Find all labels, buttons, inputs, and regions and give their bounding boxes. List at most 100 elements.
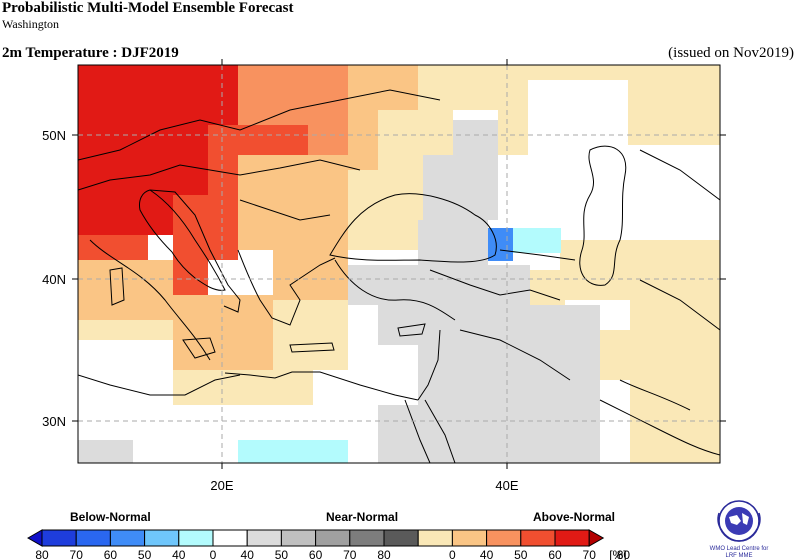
issued-date: (issued on Nov2019) xyxy=(668,45,794,61)
map-frame xyxy=(77,64,721,464)
colorbar-segment xyxy=(75,529,111,547)
lat-tick-40n: 40N xyxy=(42,272,66,287)
colorbar-segment xyxy=(554,529,590,547)
cell-near-40 xyxy=(423,155,498,220)
cell-above-70 xyxy=(78,235,148,260)
colorbar-tick-label: 40 xyxy=(241,548,255,560)
colorbar-segment xyxy=(417,529,453,547)
coastline-greece xyxy=(237,249,336,326)
colorbar-segment xyxy=(212,529,248,547)
colorbar-tick-label: 70 xyxy=(70,548,84,560)
cell-above-40 xyxy=(498,110,528,155)
cell-above-70 xyxy=(208,215,238,260)
cell-near-40 xyxy=(378,405,600,463)
colorbar-segment xyxy=(315,529,351,547)
colorbar-segment xyxy=(41,529,77,547)
cell-near-40 xyxy=(378,305,530,345)
colorbar-tick-label: 40 xyxy=(480,548,494,560)
colorbar-tick-label: 50 xyxy=(514,548,528,560)
cell-above-60 xyxy=(238,65,308,125)
wmo-logo: WMO Lead Centre for LRF MME xyxy=(710,500,768,559)
coastline-crete xyxy=(289,342,335,353)
coastline-black-sea xyxy=(329,193,497,263)
coastline-red-sea-west xyxy=(404,399,431,463)
cell-near-40 xyxy=(530,305,600,355)
coastline-italy xyxy=(139,189,226,291)
colorbar-tick-label: 0 xyxy=(449,548,456,560)
colorbar-arrow-left xyxy=(26,529,43,547)
cell-above-40 xyxy=(560,240,630,300)
colorbar-segment xyxy=(144,529,180,547)
legend-near-label: Near-Normal xyxy=(326,510,399,524)
colorbar-arrow-right xyxy=(588,529,605,547)
colorbar-tick-label: 0 xyxy=(210,548,217,560)
cell-above-40 xyxy=(173,370,313,405)
colorbar-tick-label: 70 xyxy=(583,548,597,560)
legend-above-label: Above-Normal xyxy=(533,510,616,524)
cell-above-40 xyxy=(600,330,630,380)
cell-above-40 xyxy=(348,170,423,250)
coastline-levant xyxy=(417,329,441,401)
colorbar: 80 70 60 50 40 0 40 50 60 70 80 0 40 50 60 70 80[%] xyxy=(26,529,631,560)
coastline-cyprus xyxy=(397,323,426,337)
cell-above-40 xyxy=(418,65,528,110)
cell-above-40 xyxy=(528,65,720,80)
coastline-sicily xyxy=(182,337,216,359)
cell-above-80 xyxy=(78,65,208,195)
colorbar-segment xyxy=(109,529,146,547)
variable-title: 2m Temperature : DJF2019 xyxy=(2,45,179,61)
border-iraq xyxy=(459,329,571,381)
colorbar-segment xyxy=(280,529,317,547)
cell-below-40 xyxy=(238,440,348,463)
colorbar-tick-label: 60 xyxy=(309,548,323,560)
cell-above-40 xyxy=(78,320,173,340)
cell-near-40 xyxy=(78,440,133,463)
title: Probabilistic Multi-Model Ensemble Forec… xyxy=(2,0,294,16)
lon-tick-40e: 40E xyxy=(495,478,518,493)
colorbar-tick-label: 40 xyxy=(172,548,186,560)
cell-below-60 xyxy=(488,228,513,261)
cell-above-40 xyxy=(530,270,565,310)
subtitle: Washington xyxy=(2,17,60,31)
colorbar-tick-label: 70 xyxy=(343,548,357,560)
border-caucasus xyxy=(499,249,576,261)
colorbar-segment xyxy=(451,529,488,547)
border-kazakhstan xyxy=(639,149,720,201)
colorbar-tick-label: 80 xyxy=(617,548,631,560)
colorbar-segment xyxy=(486,529,522,547)
cell-near-40 xyxy=(418,220,488,265)
cell-above-70 xyxy=(173,195,208,295)
cell-near-40 xyxy=(348,265,530,305)
colorbar-tick-label: 50 xyxy=(138,548,152,560)
cell-above-70 xyxy=(238,125,308,155)
coastline-north-africa xyxy=(78,374,241,396)
cell-above-60 xyxy=(308,65,348,155)
colorbar-segment xyxy=(520,529,556,547)
tick-marks xyxy=(72,59,726,469)
coastline-iran xyxy=(619,379,691,411)
colorbar-tick-label: 60 xyxy=(548,548,562,560)
cell-above-50 xyxy=(273,250,348,300)
legend-below-label: Below-Normal xyxy=(70,510,151,524)
cell-above-50 xyxy=(348,65,418,110)
border-balkans xyxy=(239,199,331,221)
colorbar-segment xyxy=(383,529,419,547)
coastline-caspian xyxy=(579,145,627,286)
colorbar-unit: [%] xyxy=(609,548,626,560)
border-alps-carpathians xyxy=(78,159,361,191)
wmo-emblem-icon xyxy=(717,500,761,542)
logo-line-2: LRF MME xyxy=(726,553,753,559)
colorbar-segment xyxy=(349,529,385,547)
cell-near-40 xyxy=(453,120,498,155)
cell-above-80 xyxy=(78,195,173,235)
cell-above-50 xyxy=(78,260,173,320)
border-turkey-syria xyxy=(429,269,561,301)
colorbar-tick-label: 80 xyxy=(35,548,49,560)
coastline-persian-gulf xyxy=(599,399,720,456)
lat-tick-30n: 30N xyxy=(42,414,66,429)
coastline-red-sea-east xyxy=(424,399,456,463)
cell-above-40 xyxy=(628,80,720,145)
colorbar-segment xyxy=(246,529,282,547)
lon-tick-20e: 20E xyxy=(210,478,233,493)
